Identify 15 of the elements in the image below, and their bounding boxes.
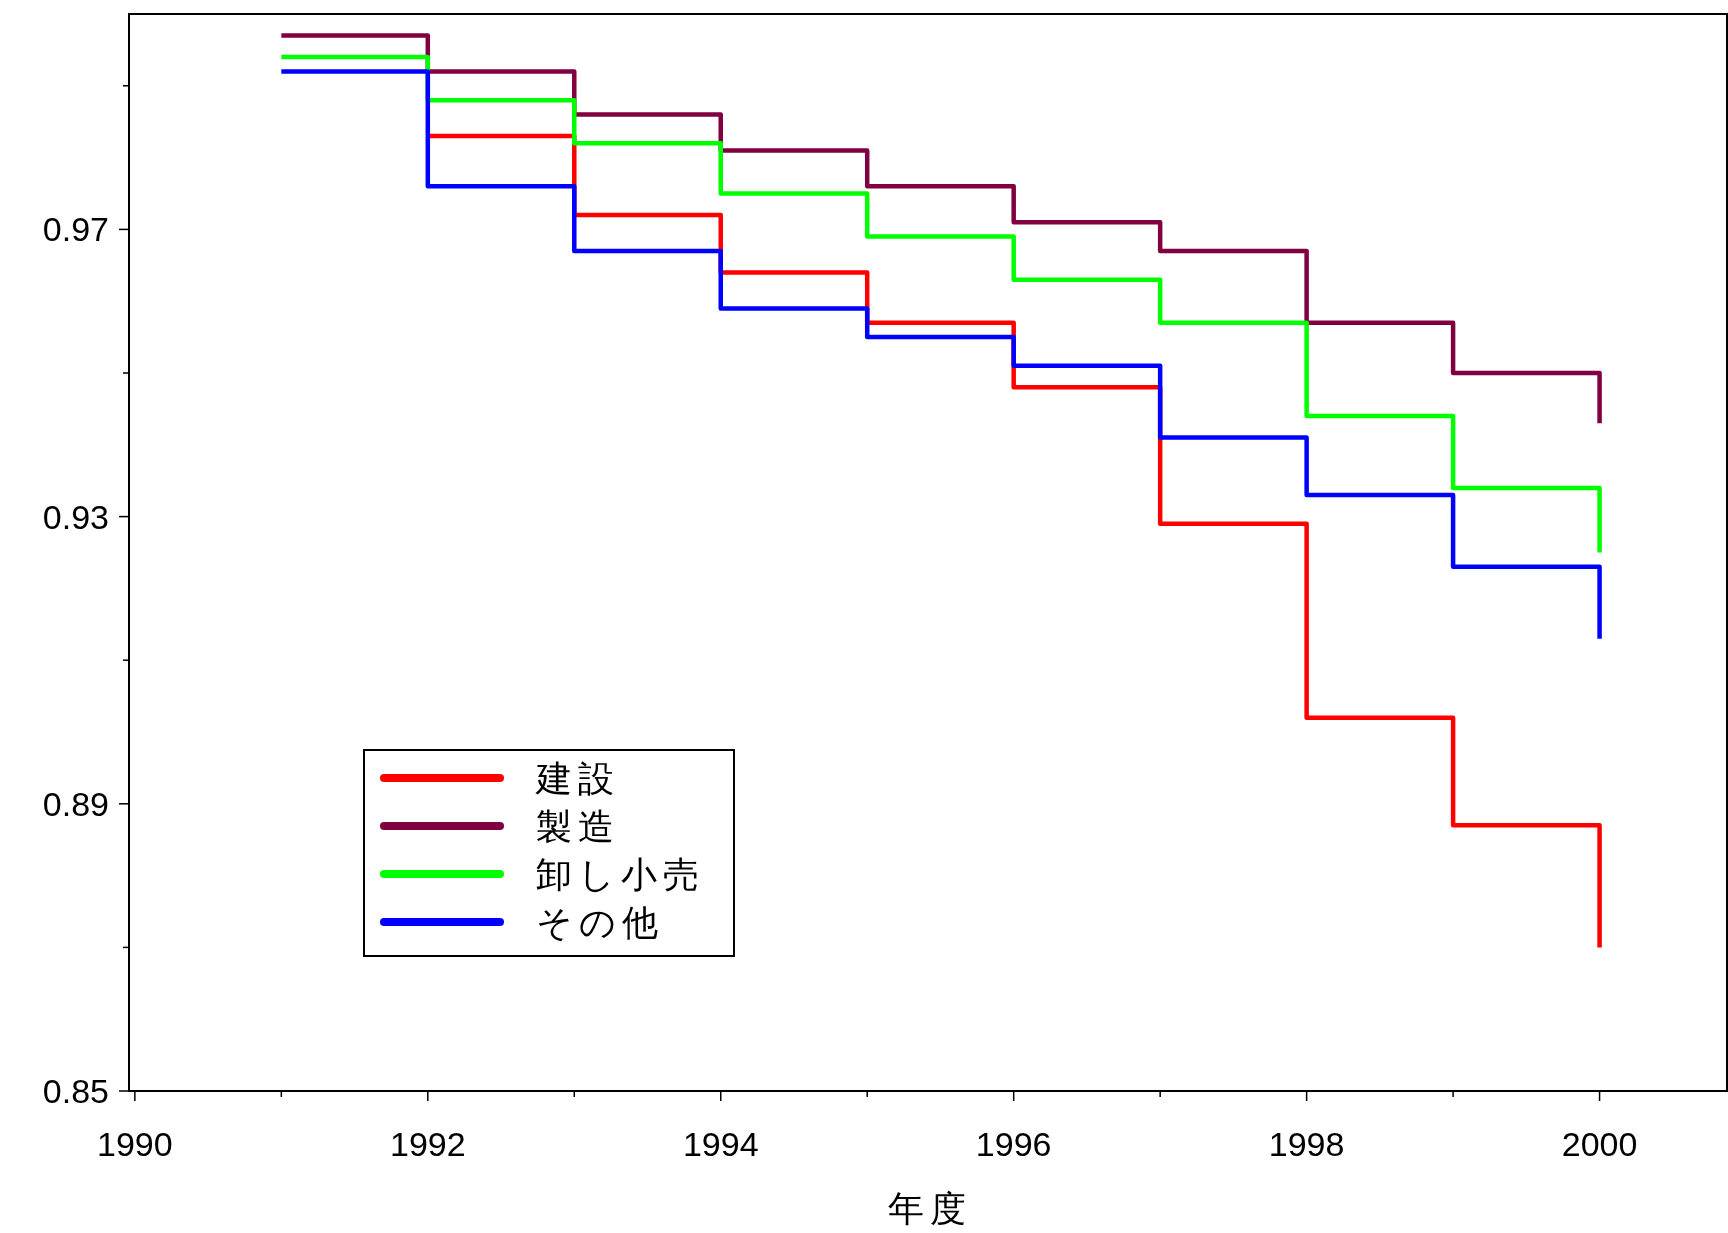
x-tick-label: 2000 xyxy=(1561,1125,1638,1163)
x-axis-title: 年度 xyxy=(888,1188,973,1229)
x-tick-label: 1994 xyxy=(682,1125,759,1163)
legend-label: 卸し小売 xyxy=(536,854,705,895)
y-tick-label: 0.85 xyxy=(42,1072,109,1110)
legend-label: 製造 xyxy=(536,806,620,847)
y-tick-label: 0.97 xyxy=(42,210,109,249)
y-tick-label: 0.89 xyxy=(42,784,109,823)
x-tick-label: 1990 xyxy=(97,1125,173,1163)
x-tick-label: 1998 xyxy=(1268,1125,1345,1163)
legend-label: その他 xyxy=(536,902,664,943)
x-tick-label: 1996 xyxy=(975,1125,1052,1163)
legend-label: 建設 xyxy=(535,758,620,799)
x-tick-label: 1992 xyxy=(389,1125,466,1163)
y-tick-label: 0.93 xyxy=(42,497,109,536)
